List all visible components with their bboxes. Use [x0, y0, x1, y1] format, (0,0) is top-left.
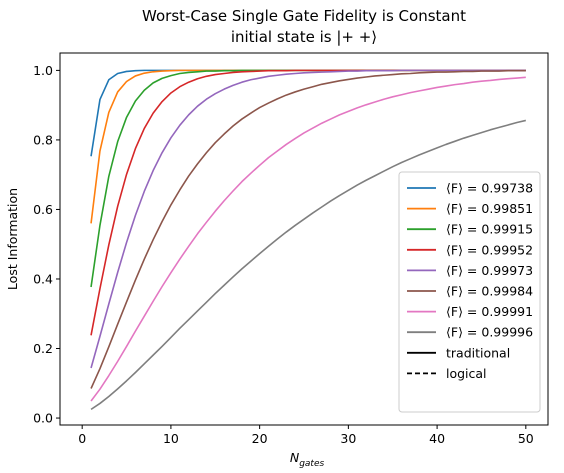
legend: ⟨F⟩ = 0.99738 ⟨F⟩ = 0.99851 ⟨F⟩ = 0.99915 ⟨…	[399, 172, 540, 412]
legend-label: ⟨F⟩ = 0.99996	[446, 325, 533, 340]
x-tick-label: 50	[518, 431, 534, 446]
y-tick-label: 0.2	[33, 341, 53, 356]
x-tick-label: 30	[340, 431, 356, 446]
x-tick-label: 20	[252, 431, 268, 446]
chart-title: Worst-Case Single Gate Fidelity is Const…	[142, 7, 466, 25]
y-tick-label: 0.8	[33, 132, 53, 147]
chart-subtitle: initial state is |+ +⟩	[231, 28, 377, 46]
legend-label: logical	[446, 366, 487, 381]
legend-label: ⟨F⟩ = 0.99738	[446, 181, 533, 196]
x-tick-label: 40	[429, 431, 445, 446]
y-tick-label: 1.0	[33, 63, 53, 78]
legend-label: ⟨F⟩ = 0.99973	[446, 263, 533, 278]
y-tick-label: 0.4	[33, 271, 53, 286]
legend-label: ⟨F⟩ = 0.99952	[446, 242, 533, 257]
y-axis-label: Lost Information	[5, 188, 20, 290]
legend-label: ⟨F⟩ = 0.99984	[446, 284, 533, 299]
x-tick-label: 10	[163, 431, 179, 446]
legend-label: ⟨F⟩ = 0.99915	[446, 222, 533, 237]
legend-label: traditional	[446, 345, 510, 360]
y-tick-label: 0.6	[33, 202, 53, 217]
legend-label: ⟨F⟩ = 0.99851	[446, 201, 533, 216]
x-axis-label: Ngates	[290, 450, 325, 469]
x-axis-label-sub: gates	[299, 459, 324, 469]
x-tick-label: 0	[78, 431, 86, 446]
legend-label: ⟨F⟩ = 0.99991	[446, 304, 533, 319]
y-tick-label: 0.0	[33, 411, 53, 426]
